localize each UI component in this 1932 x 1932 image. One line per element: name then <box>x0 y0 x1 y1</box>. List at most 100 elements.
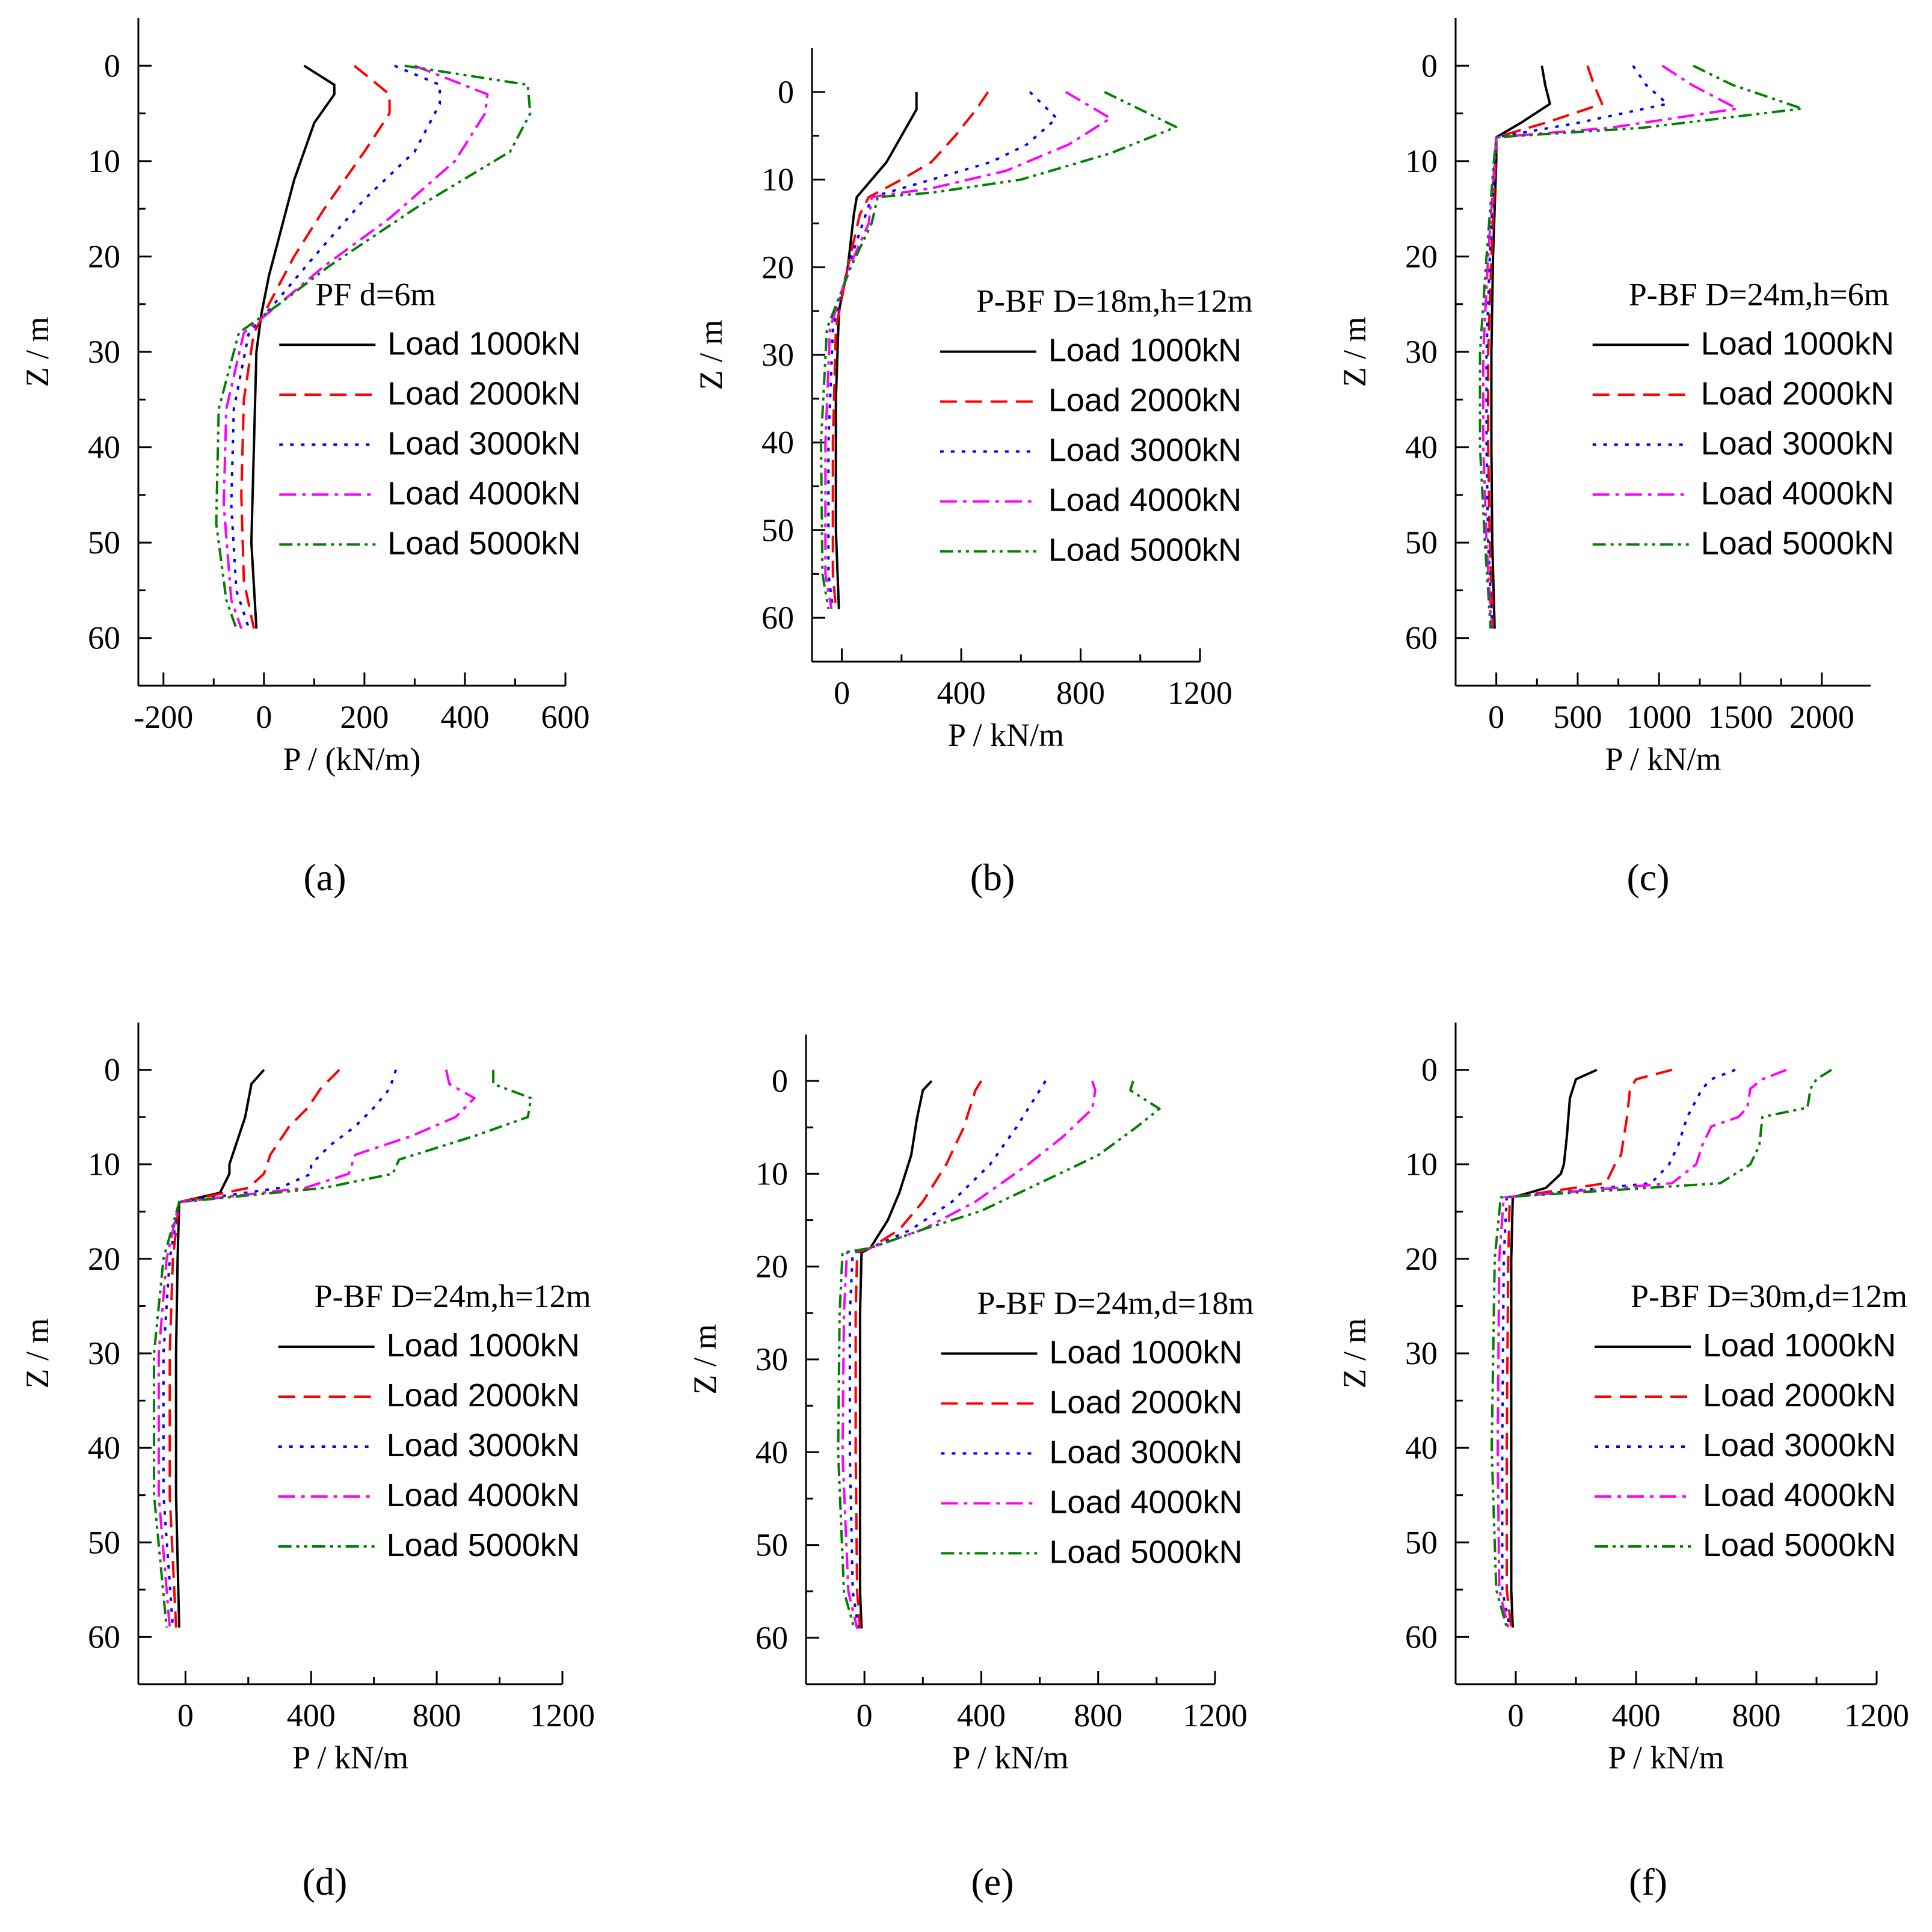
legend-label: Load 4000kN <box>1701 475 1894 511</box>
legend-label: Load 5000kN <box>1703 1527 1896 1563</box>
y-axis-title: Z / m <box>1337 1318 1373 1389</box>
series-line-3 <box>827 91 1058 609</box>
series-line-5 <box>215 64 532 629</box>
y-tick-label: 60 <box>755 1620 788 1656</box>
y-tick-label: 0 <box>772 1063 788 1099</box>
series-line-3 <box>230 64 441 629</box>
x-tick-label: 2000 <box>1789 699 1854 735</box>
x-tick-label: 0 <box>256 699 272 735</box>
x-tick-label: 400 <box>1612 1697 1661 1734</box>
x-tick-label: 1200 <box>1183 1697 1247 1734</box>
series-line-5 <box>837 1080 1161 1629</box>
series-line-2 <box>1487 65 1604 629</box>
series-line-4 <box>223 64 489 629</box>
y-tick-label: 50 <box>1405 1524 1438 1560</box>
y-tick-label: 50 <box>755 1527 788 1563</box>
y-tick-label: 30 <box>88 334 120 370</box>
legend-label: Load 4000kN <box>387 475 580 511</box>
chart-panel-4: 0 10 20 30 40 50 60 0 400 800 1200 P / kN/m Z / m P-B… <box>19 1023 595 1903</box>
x-tick-label: 0 <box>1488 699 1504 735</box>
series-line-4 <box>1482 64 1739 629</box>
x-tick-label: 400 <box>287 1697 336 1734</box>
legend-label: Load 2000kN <box>387 375 580 411</box>
y-tick-label: 10 <box>88 1146 120 1183</box>
x-tick-label: -200 <box>134 699 193 735</box>
series-line-2 <box>854 1080 983 1629</box>
y-tick-label: 10 <box>1405 1146 1438 1183</box>
legend-label: Load 3000kN <box>1703 1427 1896 1463</box>
y-axis-title: Z / m <box>693 320 729 390</box>
x-tick-label: 800 <box>1074 1697 1122 1734</box>
legend-label: Load 1000kN <box>387 1327 580 1364</box>
legend-title: P-BF D=24m,h=6m <box>1629 276 1889 312</box>
y-tick-label: 50 <box>1405 525 1438 561</box>
y-tick-label: 30 <box>761 337 794 373</box>
x-axis-title: P / kN/m <box>1605 741 1721 777</box>
legend-label: Load 2000kN <box>387 1377 580 1414</box>
y-tick-label: 50 <box>761 512 794 548</box>
y-tick-label: 10 <box>755 1155 788 1192</box>
legend-label: Load 3000kN <box>387 425 580 461</box>
legend-title: PF d=6m <box>315 276 435 312</box>
chart-panel-1: 0 10 20 30 40 50 60 -200 0 200 400 600 P / (kN/m) Z /… <box>19 18 590 899</box>
chart-panel-2: 0 10 20 30 40 50 60 0 400 800 1200 P / kN/m Z / m P-B… <box>693 48 1253 899</box>
series-line-3 <box>162 1069 398 1628</box>
legend-label: Load 2000kN <box>1048 383 1241 419</box>
legend-label: Load 1000kN <box>1703 1327 1896 1364</box>
y-tick-label: 50 <box>88 1524 120 1560</box>
y-axis-title: Z / m <box>19 1318 55 1389</box>
series-line-2 <box>168 1069 340 1628</box>
legend-label: Load 5000kN <box>387 1527 580 1563</box>
legend-label: Load 1000kN <box>1049 1334 1242 1370</box>
legend-title: P-BF D=24m,d=18m <box>977 1285 1254 1321</box>
series-line-1 <box>858 1080 933 1629</box>
y-axis-title: Z / m <box>687 1324 723 1395</box>
y-tick-label: 50 <box>88 525 120 561</box>
y-tick-label: 10 <box>1405 143 1438 179</box>
y-tick-label: 0 <box>1421 48 1438 84</box>
y-tick-label: 0 <box>104 48 120 84</box>
y-tick-label: 60 <box>1405 1619 1438 1655</box>
x-tick-label: 400 <box>937 675 986 711</box>
panel-label: (e) <box>971 1860 1014 1903</box>
legend-title: P-BF D=30m,d=12m <box>1631 1278 1907 1314</box>
x-tick-label: 0 <box>857 1697 873 1734</box>
y-tick-label: 30 <box>755 1341 788 1377</box>
y-tick-label: 20 <box>1405 1241 1438 1277</box>
series-line-1 <box>250 64 336 629</box>
y-tick-label: 40 <box>1405 1430 1438 1466</box>
y-tick-label: 0 <box>1421 1052 1438 1088</box>
x-tick-label: 200 <box>340 699 389 735</box>
y-tick-label: 10 <box>761 162 794 198</box>
x-tick-label: 800 <box>413 1697 461 1734</box>
series-line-1 <box>834 91 918 609</box>
x-tick-label: 1200 <box>530 1697 595 1734</box>
series-line-4 <box>157 1069 476 1628</box>
y-tick-label: 20 <box>755 1249 788 1285</box>
x-axis-title: P / (kN/m) <box>283 741 421 777</box>
legend-label: Load 4000kN <box>387 1477 580 1513</box>
panel-label: (b) <box>970 856 1015 899</box>
legend-label: Load 4000kN <box>1049 1484 1242 1520</box>
x-tick-label: 500 <box>1553 699 1602 735</box>
y-tick-label: 30 <box>1405 334 1438 370</box>
x-tick-label: 1200 <box>1168 675 1232 711</box>
legend-label: Load 2000kN <box>1701 375 1894 411</box>
x-tick-label: 400 <box>957 1697 1006 1734</box>
series-line-1 <box>174 1069 265 1628</box>
y-tick-label: 30 <box>1405 1335 1438 1371</box>
legend-label: Load 2000kN <box>1049 1384 1242 1420</box>
y-tick-label: 0 <box>778 74 794 110</box>
series-line-5 <box>1491 1068 1833 1628</box>
y-tick-label: 40 <box>88 1430 120 1466</box>
panel-label: (f) <box>1629 1860 1667 1903</box>
panel-label: (a) <box>303 856 346 899</box>
series-line-5 <box>1478 64 1804 629</box>
x-tick-label: 800 <box>1056 675 1105 711</box>
x-tick-label: 1000 <box>1626 699 1691 735</box>
legend-title: P-BF D=18m,h=12m <box>976 283 1253 319</box>
legend-label: Load 2000kN <box>1703 1377 1896 1414</box>
legend-label: Load 3000kN <box>387 1427 580 1463</box>
series-line-3 <box>848 1080 1047 1629</box>
